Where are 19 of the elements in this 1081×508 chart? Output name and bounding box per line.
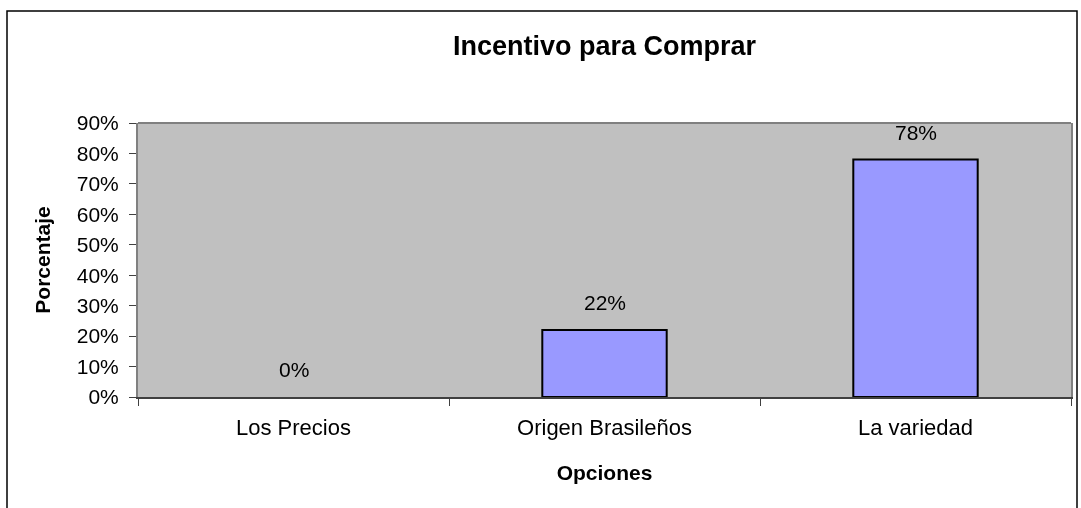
- x-tick-label: Los Precios: [236, 415, 351, 441]
- y-tick-label: 60%: [76, 202, 119, 226]
- y-tick-label: 10%: [76, 354, 119, 378]
- y-tick-label: 50%: [76, 233, 119, 257]
- y-axis-title: Porcentaje: [31, 206, 55, 314]
- x-tick-label: La variedad: [858, 415, 973, 441]
- data-label: 0%: [279, 358, 310, 381]
- x-axis-title: Opciones: [556, 461, 653, 485]
- data-label: 78%: [895, 121, 938, 144]
- y-tick-label: 40%: [76, 263, 119, 287]
- y-tick-label: 70%: [76, 172, 119, 196]
- data-label: 22%: [584, 291, 627, 314]
- y-tick-label: 90%: [76, 111, 119, 135]
- y-tick-label: 30%: [76, 294, 119, 318]
- y-tick-label: 80%: [76, 141, 119, 165]
- y-tick-label: 0%: [88, 385, 119, 409]
- x-tick-label: Origen Brasileños: [517, 415, 692, 441]
- chart-title: Incentivo para Comprar: [452, 31, 757, 62]
- y-tick-label: 20%: [76, 324, 119, 348]
